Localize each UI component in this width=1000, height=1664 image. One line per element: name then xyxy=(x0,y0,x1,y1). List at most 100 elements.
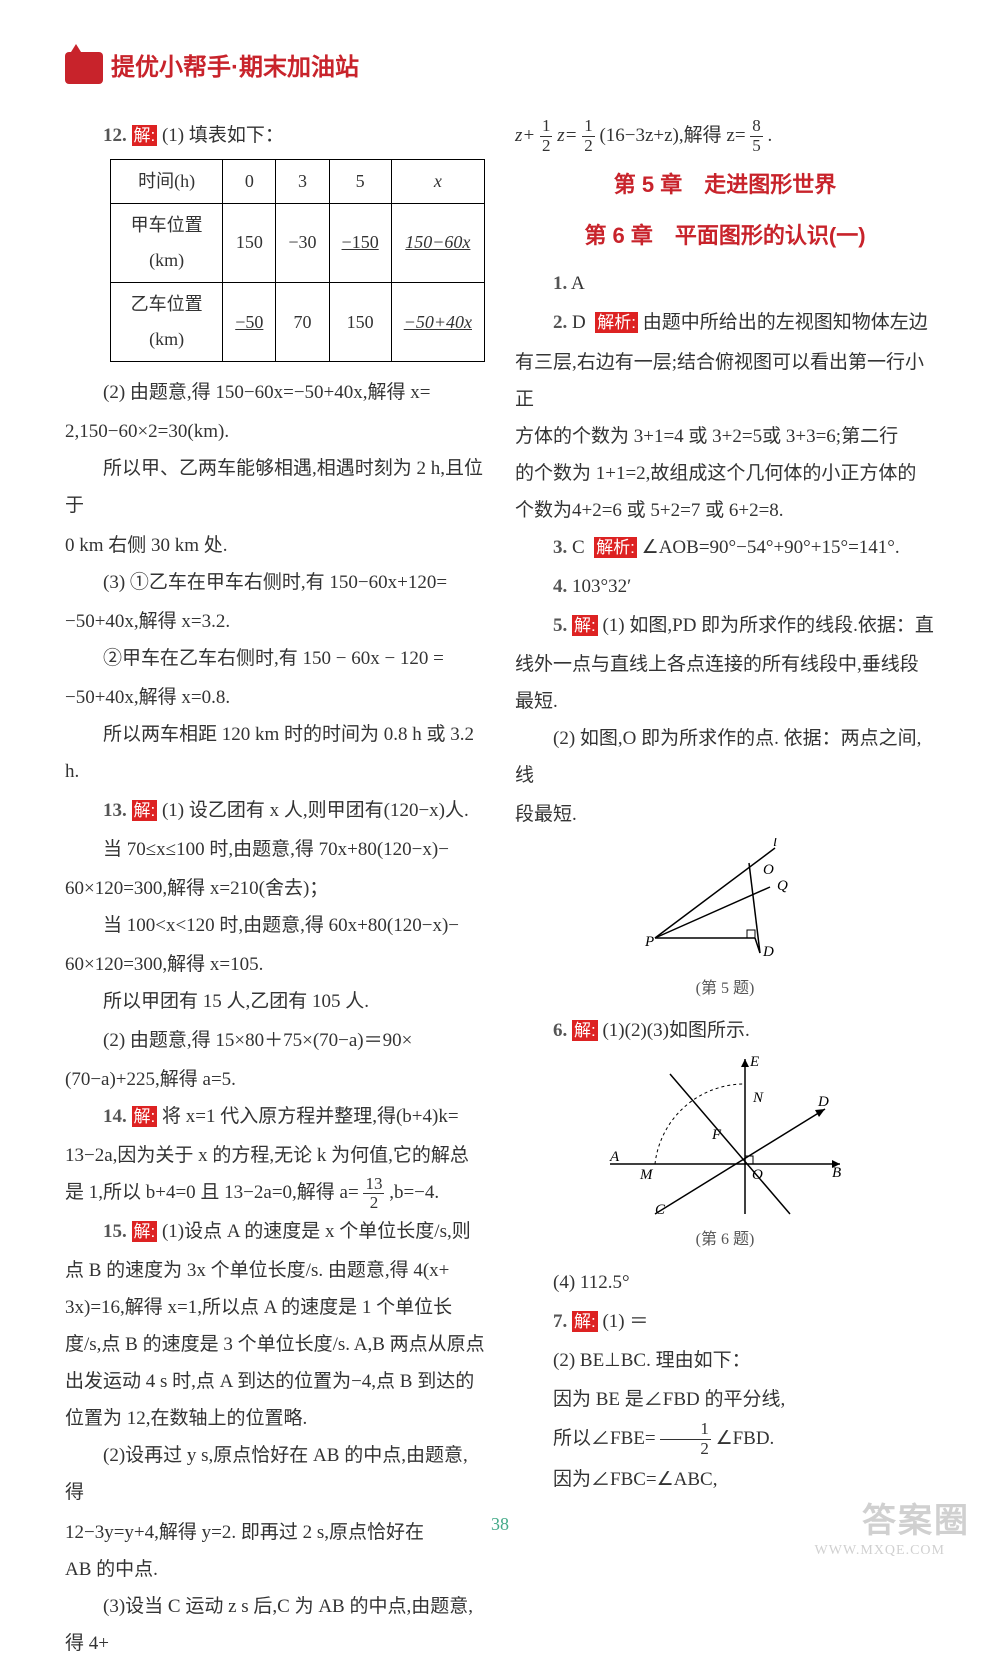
t: . xyxy=(768,125,773,146)
u: 150−60x xyxy=(405,232,470,252)
q3: 3. C 解析: ∠AOB=90°−54°+90°+15°=141°. xyxy=(515,529,935,566)
q2: 2. D 解析: 由题中所给出的左视图知物体左边 xyxy=(515,304,935,341)
num-6: 6. xyxy=(553,1020,567,1041)
p: 0 km 右侧 30 km 处. xyxy=(65,527,485,564)
q4: 4. 103°32′ xyxy=(515,568,935,605)
p: 3x)=16,解得 x=1,所以点 A 的速度是 1 个单位长 xyxy=(65,1289,485,1326)
p: 是 1,所以 b+4=0 且 13−2a=0,解得 a= 132 ,b=−4. xyxy=(65,1174,485,1213)
right-column: z+ 12 z= 12 (16−3z+z),解得 z= 85 . 第 5 章 走… xyxy=(515,117,935,1664)
fraction: 12 xyxy=(582,117,595,155)
table-row: 甲车位置(km) 150 −30 −150 150−60x xyxy=(111,203,485,282)
cell: −30 xyxy=(276,203,329,282)
cell: 3 xyxy=(276,159,329,203)
fig6-caption: (第 6 题) xyxy=(515,1224,935,1255)
lbl-F: F xyxy=(711,1127,722,1143)
p: 度/s,点 B 的速度是 3 个单位长度/s. A,B 两点从原点 xyxy=(65,1326,485,1363)
lbl-P: P xyxy=(644,934,654,950)
p: (70−a)+225,解得 a=5. xyxy=(65,1061,485,1098)
p: 所以两车相距 120 km 时的时间为 0.8 h 或 3.2 h. xyxy=(65,716,485,790)
t: 所以∠FBE= xyxy=(553,1428,656,1449)
lbl-E: E xyxy=(749,1054,759,1070)
figure-6-svg: A B C D E F M N O xyxy=(600,1054,850,1219)
p: −50+40x,解得 x=0.8. xyxy=(65,679,485,716)
num-4: 4. xyxy=(553,576,567,597)
solve-tag: 解: xyxy=(132,1106,158,1127)
t: ∠FBD. xyxy=(716,1428,775,1449)
chapter-5-title: 第 5 章 走进图形世界 xyxy=(515,164,935,207)
text: (1)设点 A 的速度是 x 个单位长度/s,则 xyxy=(162,1221,471,1242)
analyze-tag: 解析: xyxy=(594,537,637,558)
ans: D xyxy=(572,312,586,333)
num-1: 1. xyxy=(553,273,567,294)
p: 所以甲、乙两车能够相遇,相遇时刻为 2 h,且位于 xyxy=(65,450,485,524)
ans: 103°32′ xyxy=(572,576,631,597)
header-logo-icon xyxy=(65,52,103,84)
u: −50+40x xyxy=(404,312,472,332)
watermark-url: WWW.MXQE.COM xyxy=(815,1537,945,1564)
u: −50 xyxy=(235,312,263,332)
solve-tag: 解: xyxy=(572,1311,598,1332)
p15: 15. 解: (1)设点 A 的速度是 x 个单位长度/s,则 xyxy=(65,1213,485,1250)
num-12: 12. xyxy=(103,125,127,146)
t: ∠AOB=90°−54°+90°+15°=141°. xyxy=(642,537,900,558)
fraction: 85 xyxy=(750,117,763,155)
t: (1)(2)(3)如图所示. xyxy=(602,1020,749,1041)
p: 有三层,右边有一层;结合俯视图可以看出第一行小正 xyxy=(515,344,935,418)
p: (2)设再过 y s,原点恰好在 AB 的中点,由题意,得 xyxy=(65,1437,485,1511)
cell: −50+40x xyxy=(391,283,484,362)
num-7: 7. xyxy=(553,1311,567,1332)
figure-5-svg: l P D O Q xyxy=(625,838,825,968)
cell: 0 xyxy=(223,159,276,203)
p: AB 的中点. xyxy=(65,1551,485,1588)
p: 方体的个数为 3+1=4 或 3+2=5或 3+3=6;第二行 xyxy=(515,418,935,455)
p: 位置为 12,在数轴上的位置略. xyxy=(65,1400,485,1437)
top-equation: z+ 12 z= 12 (16−3z+z),解得 z= 85 . xyxy=(515,117,935,156)
p: −50+40x,解得 x=3.2. xyxy=(65,603,485,640)
p: 点 B 的速度为 3x 个单位长度/s. 由题意,得 4(x+ xyxy=(65,1252,485,1289)
p: 因为 BE 是∠FBD 的平分线, xyxy=(515,1381,935,1418)
p: 最短. xyxy=(515,683,935,720)
t: (1) ＝ xyxy=(602,1311,648,1332)
cell: 甲车位置(km) xyxy=(111,203,223,282)
p: 当 70≤x≤100 时,由题意,得 70x+80(120−x)− xyxy=(65,831,485,868)
page-header: 提优小帮手·期末加油站 xyxy=(65,45,935,92)
left-column: 12. 解: (1) 填表如下： 时间(h) 0 3 5 x 甲车位置(km) … xyxy=(65,117,485,1664)
num-2: 2. xyxy=(553,312,567,333)
content-columns: 12. 解: (1) 填表如下： 时间(h) 0 3 5 x 甲车位置(km) … xyxy=(65,117,935,1664)
fig5-caption: (第 5 题) xyxy=(515,973,935,1004)
q6: 6. 解: (1)(2)(3)如图所示. xyxy=(515,1012,935,1049)
page-number: 38 xyxy=(491,1507,509,1542)
p: (2) 如图,O 即为所求作的点. 依据：两点之间,线 xyxy=(515,720,935,794)
cell: 150−60x xyxy=(391,203,484,282)
t: (16−3z+z),解得 z= xyxy=(599,125,745,146)
t: 由题中所给出的左视图知物体左边 xyxy=(643,312,928,333)
q5: 5. 解: (1) 如图,PD 即为所求作的线段.依据：直 xyxy=(515,607,935,644)
p: 出发运动 4 s 时,点 A 到达的位置为−4,点 B 到达的 xyxy=(65,1363,485,1400)
cell: −50 xyxy=(223,283,276,362)
p: ②甲车在乙车右侧时,有 150 − 60x − 120 = xyxy=(65,640,485,677)
solve-tag: 解: xyxy=(132,125,158,146)
lbl-C: C xyxy=(655,1202,666,1218)
p14: 14. 解: 将 x=1 代入原方程并整理,得(b+4)k= xyxy=(65,1098,485,1135)
p: (2) BE⊥BC. 理由如下： xyxy=(515,1342,935,1379)
fraction: 12 xyxy=(660,1420,711,1458)
text: 将 x=1 代入原方程并整理,得(b+4)k= xyxy=(162,1106,459,1127)
t: 是 1,所以 b+4=0 且 13−2a=0,解得 a= xyxy=(65,1182,359,1203)
p: (3)设当 C 运动 z s 后,C 为 AB 的中点,由题意,得 4+ xyxy=(65,1588,485,1662)
lbl-A: A xyxy=(609,1149,620,1165)
lbl-O: O xyxy=(752,1167,763,1183)
solve-tag: 解: xyxy=(132,800,158,821)
lbl-B: B xyxy=(832,1165,841,1181)
t: z= xyxy=(557,125,577,146)
solve-tag: 解: xyxy=(572,615,598,636)
p: 所以甲团有 15 人,乙团有 105 人. xyxy=(65,983,485,1020)
p: 段最短. xyxy=(515,796,935,833)
lbl-Q: Q xyxy=(777,878,788,894)
p13: 13. 解: (1) 设乙团有 x 人,则甲团有(120−x)人. xyxy=(65,792,485,829)
t: z+ xyxy=(515,125,535,146)
analyze-tag: 解析: xyxy=(595,312,638,333)
p: 所以∠FBE= 12 ∠FBD. xyxy=(515,1420,935,1459)
num-15: 15. xyxy=(103,1221,127,1242)
p: (2) 由题意,得 150−60x=−50+40x,解得 x= xyxy=(65,374,485,411)
chapter-6-title: 第 6 章 平面图形的认识(一) xyxy=(515,215,935,258)
